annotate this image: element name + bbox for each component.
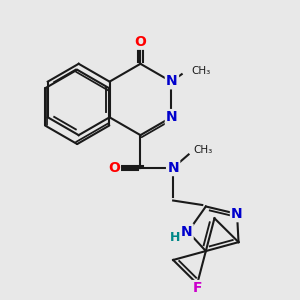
Text: CH₃: CH₃: [193, 145, 213, 155]
Text: F: F: [193, 281, 202, 295]
Text: N: N: [166, 74, 178, 88]
Text: N: N: [181, 225, 192, 239]
Text: H: H: [169, 231, 180, 244]
Text: N: N: [166, 110, 178, 124]
Text: N: N: [231, 207, 243, 221]
Text: O: O: [108, 161, 120, 175]
Text: O: O: [134, 34, 146, 49]
Text: CH₃: CH₃: [191, 66, 211, 76]
Text: N: N: [167, 161, 179, 175]
